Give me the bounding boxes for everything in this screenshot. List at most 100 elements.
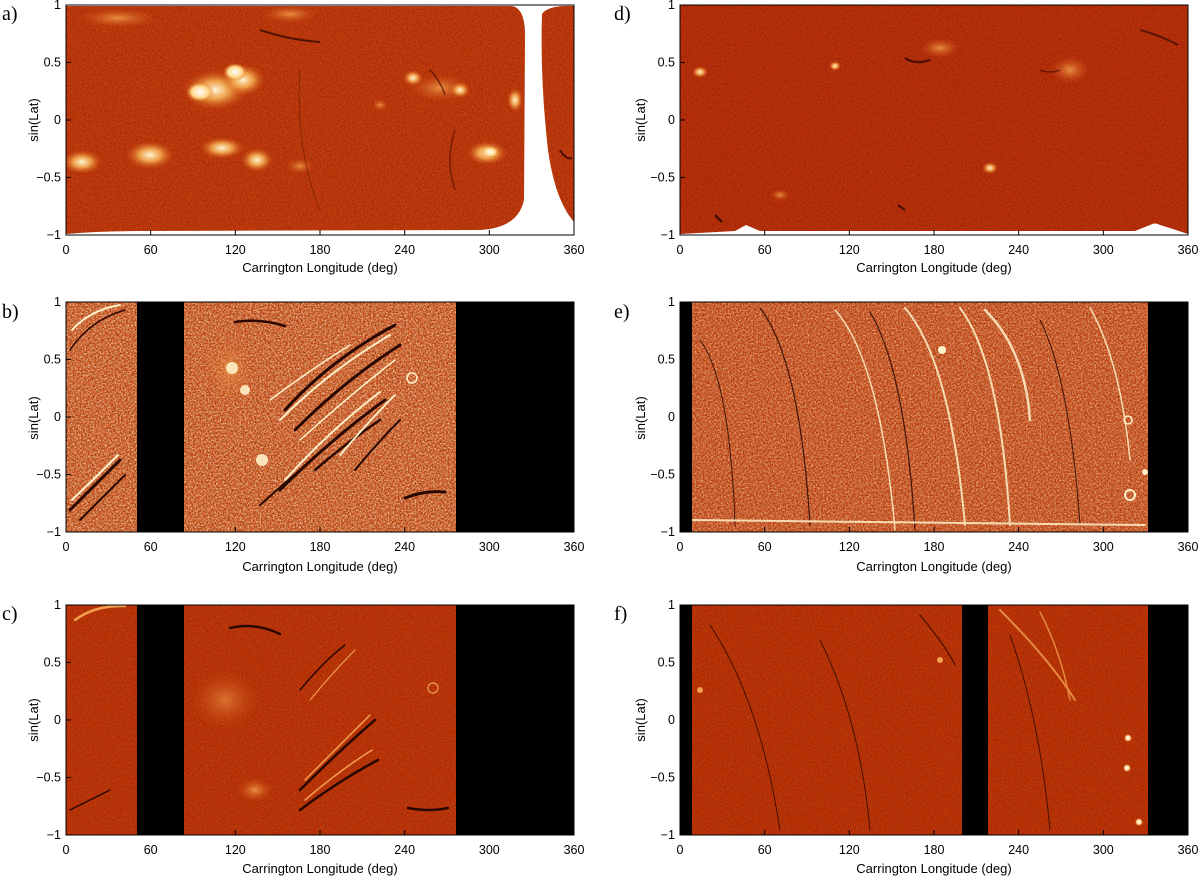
x-tick-label-b-5: 300 [479, 540, 500, 554]
x-tick-label-d-0: 0 [677, 243, 684, 257]
x-tick-label-a-1: 60 [144, 243, 158, 257]
x-tick-label-a-0: 0 [63, 243, 70, 257]
x-tick-label-e-4: 240 [1008, 540, 1029, 554]
x-tick-label-c-4: 240 [394, 843, 415, 857]
panel-b-gap-2 [456, 302, 574, 532]
x-tick-label-c-1: 60 [144, 843, 158, 857]
y-tick-label-b-1: 0.5 [44, 353, 61, 367]
y-tick-label-e-1: 0.5 [658, 353, 675, 367]
panel-c-gap-1 [137, 605, 184, 835]
panel-b-label: b) [2, 301, 19, 323]
panel-c-label: c) [2, 603, 18, 625]
panel-f-label: f) [614, 603, 627, 625]
y-tick-label-b-2: 0 [54, 410, 61, 424]
y-tick-label-d-0: 1 [668, 0, 675, 12]
x-axis-label-d: Carrington Longitude (deg) [856, 260, 1011, 275]
x-tick-label-e-6: 360 [1178, 540, 1199, 554]
y-tick-label-c-0: 1 [54, 598, 61, 612]
x-tick-label-d-3: 180 [924, 243, 945, 257]
x-tick-label-d-2: 120 [839, 243, 860, 257]
y-tick-label-a-4: −1 [47, 228, 61, 242]
x-tick-label-b-0: 0 [63, 540, 70, 554]
y-tick-label-b-3: −0.5 [36, 468, 61, 482]
panel-d-label: d) [614, 3, 631, 25]
y-tick-label-d-4: −1 [661, 228, 675, 242]
x-tick-label-e-2: 120 [839, 540, 860, 554]
panel-f-gap-2 [962, 605, 988, 835]
x-tick-label-a-3: 180 [310, 243, 331, 257]
panel-f [679, 604, 1189, 836]
panel-e-gap-2 [1148, 302, 1188, 532]
y-tick-label-f-3: −0.5 [650, 771, 675, 785]
x-tick-label-f-6: 360 [1178, 843, 1199, 857]
panel-e-label: e) [614, 301, 630, 323]
y-tick-label-f-4: −1 [661, 828, 675, 842]
y-tick-label-c-3: −0.5 [36, 771, 61, 785]
x-tick-label-b-6: 360 [564, 540, 585, 554]
x-tick-label-e-3: 180 [924, 540, 945, 554]
x-tick-label-e-1: 60 [758, 540, 772, 554]
panel-a-label: a) [2, 3, 18, 25]
x-tick-label-d-6: 360 [1178, 243, 1199, 257]
x-axis-label-b: Carrington Longitude (deg) [242, 559, 397, 574]
y-axis-label-e: sin(Lat) [633, 396, 648, 439]
panel-f-map [680, 605, 1188, 835]
y-tick-label-b-4: −1 [47, 525, 61, 539]
y-tick-label-b-0: 1 [54, 295, 61, 309]
x-tick-label-f-2: 120 [839, 843, 860, 857]
x-tick-label-c-2: 120 [225, 843, 246, 857]
y-tick-label-c-1: 0.5 [44, 656, 61, 670]
x-tick-label-b-3: 180 [310, 540, 331, 554]
y-tick-label-c-4: −1 [47, 828, 61, 842]
y-tick-label-a-1: 0.5 [44, 56, 61, 70]
y-axis-label-a: sin(Lat) [26, 98, 41, 141]
y-axis-label-b: sin(Lat) [26, 396, 41, 439]
panel-c-gap-2 [456, 605, 574, 835]
y-axis-label-d: sin(Lat) [633, 98, 648, 141]
panel-c [65, 604, 575, 836]
panel-c-map [66, 605, 574, 835]
x-tick-label-c-6: 360 [564, 843, 585, 857]
x-axis-label-a: Carrington Longitude (deg) [242, 260, 397, 275]
x-tick-label-c-3: 180 [310, 843, 331, 857]
x-tick-label-a-2: 120 [225, 243, 246, 257]
x-tick-label-d-1: 60 [758, 243, 772, 257]
y-tick-label-e-0: 1 [668, 295, 675, 309]
panel-e-map [680, 302, 1188, 532]
panel-d [679, 4, 1189, 236]
x-tick-label-f-3: 180 [924, 843, 945, 857]
panel-a [65, 4, 575, 236]
y-tick-label-e-3: −0.5 [650, 468, 675, 482]
panel-b-map [66, 302, 574, 532]
y-axis-label-f: sin(Lat) [633, 698, 648, 741]
y-tick-label-d-1: 0.5 [658, 56, 675, 70]
y-tick-label-f-2: 0 [668, 713, 675, 727]
x-tick-label-d-5: 300 [1093, 243, 1114, 257]
y-tick-label-d-2: 0 [668, 113, 675, 127]
x-tick-label-e-0: 0 [677, 540, 684, 554]
y-tick-label-e-4: −1 [661, 525, 675, 539]
x-tick-label-a-4: 240 [394, 243, 415, 257]
x-axis-label-f: Carrington Longitude (deg) [856, 861, 1011, 876]
x-tick-label-c-5: 300 [479, 843, 500, 857]
y-axis-label-c: sin(Lat) [26, 698, 41, 741]
x-tick-label-f-1: 60 [758, 843, 772, 857]
x-tick-label-f-4: 240 [1008, 843, 1029, 857]
x-tick-label-f-0: 0 [677, 843, 684, 857]
y-tick-label-f-0: 1 [668, 598, 675, 612]
x-tick-label-c-0: 0 [63, 843, 70, 857]
y-tick-label-a-0: 1 [54, 0, 61, 12]
x-tick-label-f-5: 300 [1093, 843, 1114, 857]
y-tick-label-e-2: 0 [668, 410, 675, 424]
x-tick-label-b-4: 240 [394, 540, 415, 554]
y-tick-label-d-3: −0.5 [650, 171, 675, 185]
x-tick-label-e-5: 300 [1093, 540, 1114, 554]
panel-d-map [680, 5, 1188, 234]
panel-b [65, 301, 575, 533]
x-tick-label-a-6: 360 [564, 243, 585, 257]
x-tick-label-d-4: 240 [1008, 243, 1029, 257]
panel-e [679, 301, 1189, 533]
y-tick-label-a-3: −0.5 [36, 171, 61, 185]
